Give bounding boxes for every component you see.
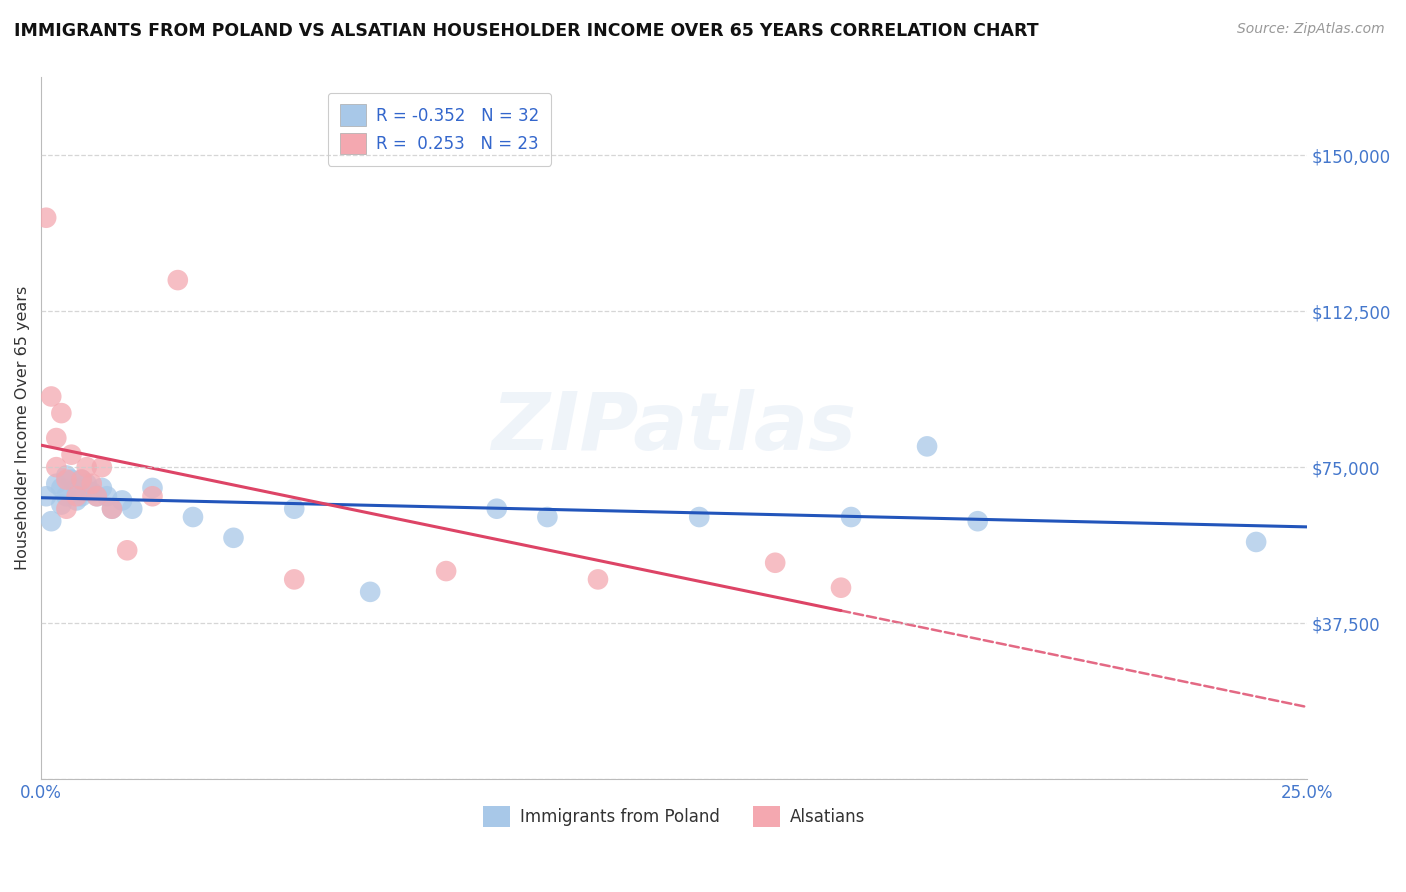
Point	[70, 473, 93, 487]
Point	[141, 489, 163, 503]
Point	[222, 531, 245, 545]
Point	[111, 493, 134, 508]
Point	[166, 273, 188, 287]
Point	[96, 489, 118, 503]
Point	[101, 501, 124, 516]
Point	[101, 501, 124, 516]
Point	[359, 585, 381, 599]
Point	[39, 514, 62, 528]
Point	[434, 564, 457, 578]
Text: IMMIGRANTS FROM POLAND VS ALSATIAN HOUSEHOLDER INCOME OVER 65 YEARS CORRELATION : IMMIGRANTS FROM POLAND VS ALSATIAN HOUSE…	[14, 22, 1039, 40]
Point	[45, 476, 67, 491]
Point	[55, 473, 77, 487]
Point	[51, 481, 73, 495]
Point	[115, 543, 138, 558]
Point	[51, 406, 73, 420]
Point	[45, 431, 67, 445]
Point	[536, 510, 558, 524]
Point	[86, 489, 108, 503]
Point	[121, 501, 143, 516]
Point	[70, 489, 93, 503]
Point	[76, 460, 98, 475]
Point	[76, 476, 98, 491]
Point	[181, 510, 204, 524]
Text: ZIPatlas: ZIPatlas	[492, 389, 856, 467]
Point	[65, 493, 87, 508]
Point	[39, 389, 62, 403]
Text: Source: ZipAtlas.com: Source: ZipAtlas.com	[1237, 22, 1385, 37]
Point	[966, 514, 988, 528]
Point	[763, 556, 786, 570]
Point	[90, 481, 112, 495]
Point	[60, 473, 83, 487]
Point	[51, 498, 73, 512]
Point	[1244, 535, 1267, 549]
Point	[80, 476, 103, 491]
Legend: Immigrants from Poland, Alsatians: Immigrants from Poland, Alsatians	[477, 799, 872, 834]
Point	[283, 573, 305, 587]
Point	[80, 485, 103, 500]
Point	[86, 489, 108, 503]
Point	[35, 489, 58, 503]
Point	[35, 211, 58, 225]
Point	[45, 460, 67, 475]
Point	[90, 460, 112, 475]
Point	[55, 468, 77, 483]
Point	[65, 489, 87, 503]
Point	[586, 573, 609, 587]
Point	[55, 489, 77, 503]
Point	[283, 501, 305, 516]
Point	[830, 581, 852, 595]
Point	[65, 481, 87, 495]
Point	[688, 510, 710, 524]
Point	[70, 473, 93, 487]
Point	[485, 501, 508, 516]
Point	[839, 510, 862, 524]
Y-axis label: Householder Income Over 65 years: Householder Income Over 65 years	[15, 286, 30, 570]
Point	[60, 448, 83, 462]
Point	[55, 501, 77, 516]
Point	[915, 439, 938, 453]
Point	[141, 481, 163, 495]
